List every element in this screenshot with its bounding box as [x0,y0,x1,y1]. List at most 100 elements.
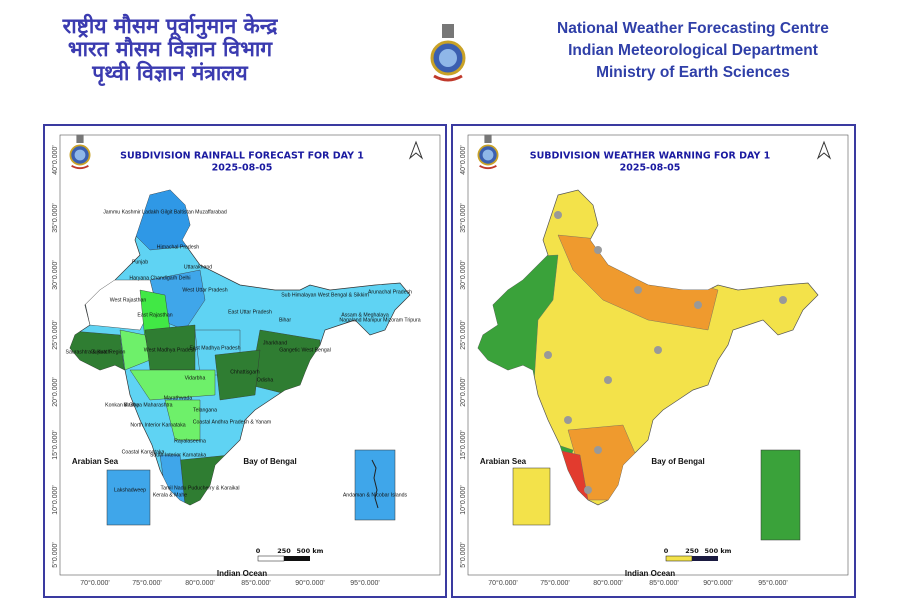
lat-label: 30°0.000' [51,260,59,289]
sea-label: Bay of Bengal [651,457,704,466]
map-date: 2025-08-05 [620,163,681,174]
warning-map-panel [451,124,856,598]
region-label: Coastal Karnataka [122,449,165,455]
region-label: South Interior Karnataka [150,452,206,458]
region-label: Chhattisgarh [230,369,260,375]
scale-bar [257,555,285,562]
header: राष्ट्रीय मौसम पूर्वानुमान केन्द्र भारत … [62,13,830,87]
sea-label: Arabian Sea [480,457,527,466]
lat-label: 35°0.000' [459,203,467,232]
andaman-inset [354,449,396,521]
scale-label: 0 [256,547,261,555]
region-label: East Uttar Pradesh [228,309,272,315]
region-label: Sub Himalayan West Bengal & Sikkim [281,292,369,298]
andaman-inset [760,449,801,541]
lat-label: 10°0.000' [459,485,467,514]
map-labels: SUBDIVISION RAINFALL FORECAST FOR DAY 12… [51,145,788,587]
region-label: West Madhya Pradesh [144,347,196,353]
islands [371,459,379,509]
sea-label: Bay of Bengal [243,457,296,466]
scale-label: 500 km [297,547,324,555]
hindi-line: पृथ्वी विज्ञान मंत्रालय [91,60,248,87]
lon-label: 70°0.000' [80,579,109,587]
region-label: Tamil Nadu Puducherry & Karaikal [161,485,240,491]
lon-label: 95°0.000' [350,579,379,587]
region-label: Andaman & Nicobar Islands [343,492,408,498]
lat-label: 10°0.000' [51,485,59,514]
map-title: SUBDIVISION WEATHER WARNING FOR DAY 1 [530,151,771,162]
lakshadweep-inset [106,469,151,526]
lon-label: 75°0.000' [132,579,161,587]
lon-label: 80°0.000' [593,579,622,587]
lon-label: 90°0.000' [703,579,732,587]
region-label: Telangana [193,407,217,413]
north-arrow [408,140,424,160]
lat-label: 15°0.000' [51,430,59,459]
region-label: West Rajasthan [110,297,147,303]
region-label: North Interior Karnataka [130,422,185,428]
hindi-line: भारत मौसम विज्ञान विभाग [68,36,273,61]
lon-label: 85°0.000' [649,579,678,587]
lon-label: 70°0.000' [488,579,517,587]
lon-label: 90°0.000' [295,579,324,587]
scale-label: 500 km [705,547,732,555]
sea-label: Indian Ocean [217,569,267,578]
lat-label: 25°0.000' [51,320,59,349]
region-label: Jharkhand [263,340,287,346]
region-label: Gangetic West Bengal [279,347,331,353]
lon-label: 85°0.000' [241,579,270,587]
map-title: SUBDIVISION RAINFALL FORECAST FOR DAY 1 [120,151,364,162]
scale-bar [665,555,693,562]
region-label: Madhya Maharashtra [123,402,172,408]
region-label: Gujarat Region [91,349,126,355]
lon-label: 95°0.000' [758,579,787,587]
region-label: East Rajasthan [137,312,172,318]
lat-label: 5°0.000' [459,542,467,568]
region-label: Nagaland Manipur Mizoram Tripura [339,317,420,323]
scale-bar [692,556,718,561]
map-date: 2025-08-05 [212,163,273,174]
sea-label: Arabian Sea [72,457,119,466]
hindi-line: राष्ट्रीय मौसम पूर्वानुमान केन्द्र [62,13,279,40]
region-label: Saurashtra & Kutch [66,349,111,355]
lon-label: 75°0.000' [540,579,569,587]
region-label: Kerala & Mahe [153,492,187,498]
lat-label: 20°0.000' [51,377,59,406]
lat-label: 15°0.000' [459,430,467,459]
region-label: Assam & Meghalaya [341,312,389,318]
lat-label: 20°0.000' [459,377,467,406]
english-line: National Weather Forecasting Centre [557,20,829,37]
scale-label: 250 [277,547,291,555]
english-line: Indian Meteorological Department [568,42,818,59]
region-label: Jammu Kashmir Ladakh Gilgit Baltistan Mu… [103,209,227,215]
lat-label: 35°0.000' [51,203,59,232]
north-arrow [816,140,832,160]
region-label: Punjab [132,259,148,265]
region-label: Rayalaseema [174,438,206,444]
region-label: Konkan & Goa [105,402,139,408]
emblem [430,22,466,82]
lat-label: 25°0.000' [459,320,467,349]
region-label: West Uttar Pradesh [182,287,227,293]
region-label: Marathwada [164,395,193,401]
region-label: Odisha [257,377,274,383]
scale-label: 250 [685,547,699,555]
region-label: Himachal Pradesh [157,244,199,250]
region-label: Coastal Andhra Pradesh & Yanam [193,419,272,425]
lon-label: 80°0.000' [185,579,214,587]
weather-icons [544,211,787,494]
rainfall-map-panel [43,124,447,598]
region-label: East Madhya Pradesh [189,345,240,351]
lat-label: 30°0.000' [459,260,467,289]
sea-label: Indian Ocean [625,569,675,578]
region-label: Uttarakhand [184,264,212,270]
lat-label: 40°0.000' [459,145,467,174]
scale-label: 0 [664,547,669,555]
region-label: Vidarbha [185,375,206,381]
region-label: Lakshadweep [114,487,146,493]
region-label: Haryana Chandigarh Delhi [129,275,190,281]
lat-label: 5°0.000' [51,542,59,568]
scale-bar [284,556,310,561]
lakshadweep-inset [512,467,551,526]
